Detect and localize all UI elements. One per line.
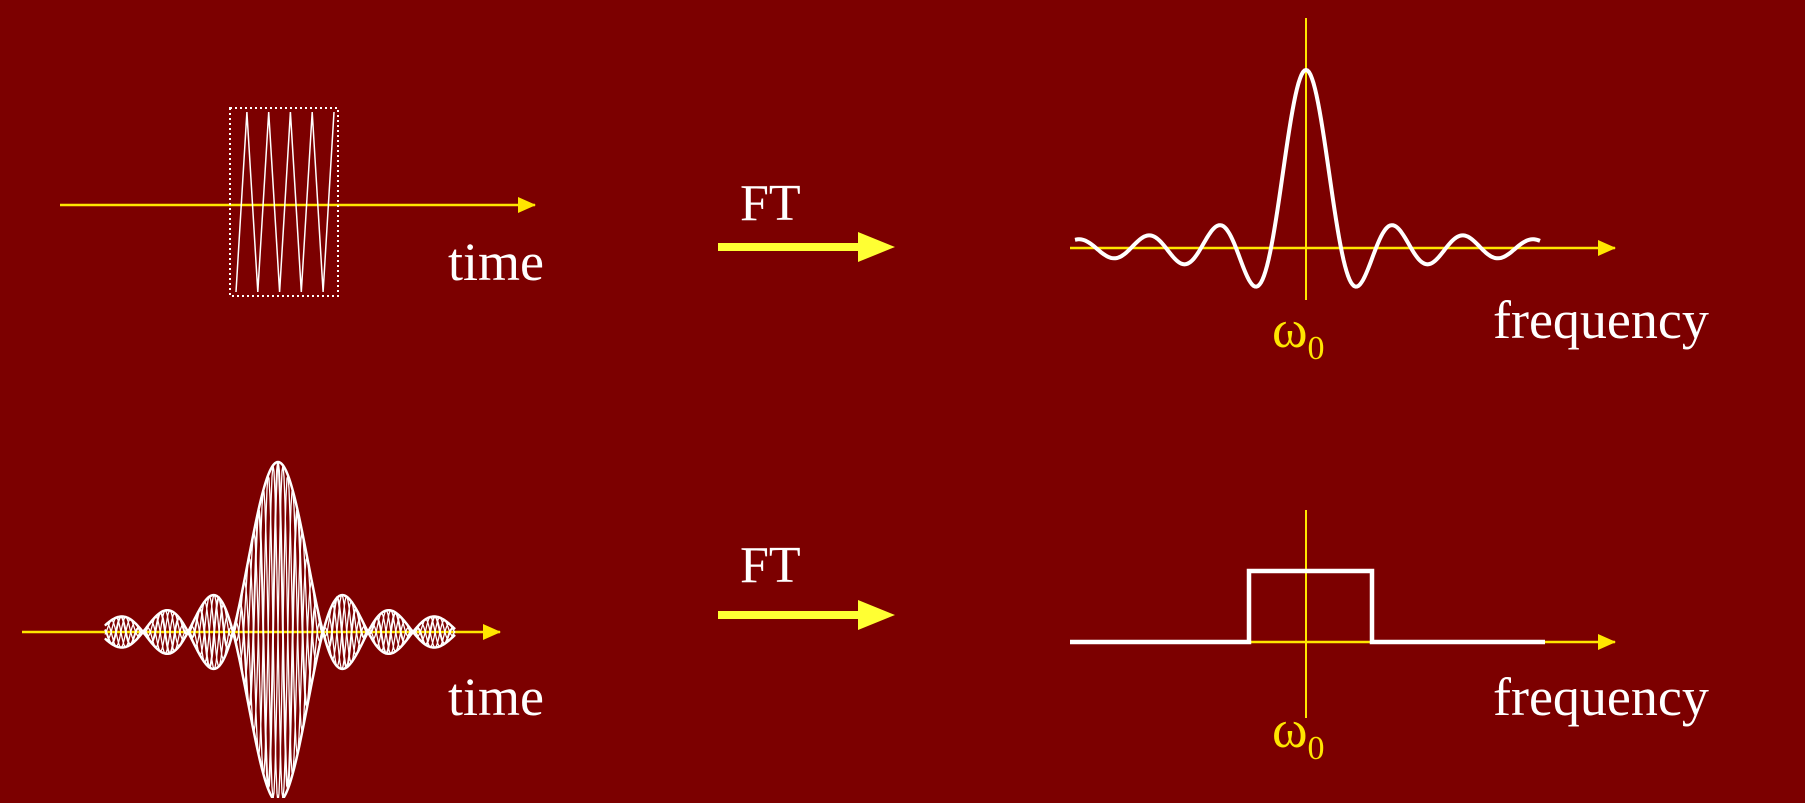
bottom-rect-spectrum — [1070, 568, 1545, 645]
bottom-ft-label: FT — [740, 537, 801, 594]
wave-packet-envelope — [104, 460, 456, 637]
top-gated-sinusoid — [235, 111, 335, 293]
bottom-ft-arrow — [718, 600, 895, 630]
top-ft-arrow — [718, 232, 895, 262]
bottom-frequency-label: frequency — [1493, 667, 1709, 727]
top-frequency-label: frequency — [1493, 290, 1709, 350]
top-gate-box — [229, 107, 339, 297]
top-omega-symbol: ω0 — [1272, 299, 1325, 367]
bottom-time-label: time — [448, 667, 544, 727]
wave-packet-trace — [104, 465, 456, 799]
top-ft-label: FT — [740, 175, 801, 232]
wave-packet-trace — [104, 465, 456, 799]
bottom-omega-symbol: ω0 — [1272, 699, 1325, 767]
top-time-label: time — [448, 232, 544, 292]
bottom-wave-packet — [104, 460, 456, 803]
top-sinc-spectrum — [1074, 67, 1541, 289]
